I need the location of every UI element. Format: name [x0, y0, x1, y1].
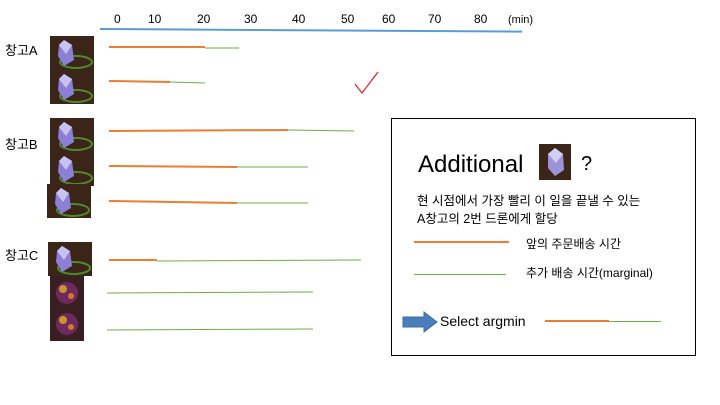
legend-marginal-swatch [414, 274, 506, 275]
axis-tick-30: 30 [244, 12, 258, 26]
axis-tick-0: 0 [114, 12, 121, 26]
legend-desc-line2: A창고의 2번 드론에게 할당 [417, 212, 558, 226]
legend-select-marginal-bar [609, 321, 661, 322]
bar-prior-b1 [108, 129, 289, 132]
legend-title: Additional [418, 151, 524, 178]
legend-prior-label: 앞의 주문배송 시간 [526, 237, 621, 251]
bar-prior-b3 [108, 200, 238, 204]
legend-question-mark: ? [581, 153, 593, 175]
bar-marginal-c3 [106, 328, 314, 331]
axis-tick-10: 10 [148, 12, 162, 26]
drone-orb-icon [50, 307, 84, 341]
drone-crystal-icon [50, 152, 94, 186]
bar-prior-b2 [108, 165, 238, 168]
drone-crystal-icon [47, 184, 91, 218]
drone-crystal-icon [539, 144, 571, 180]
legend-prior-swatch [414, 241, 509, 243]
drone-crystal-icon [50, 70, 94, 104]
axis-tick-60: 60 [382, 12, 396, 26]
checkmark-icon [354, 71, 379, 94]
bar-marginal-c2 [106, 291, 314, 294]
warehouse-label-a: 창고A [5, 43, 38, 58]
legend-desc-line1: 현 시점에서 가장 빨리 이 일을 끝낼 수 있는 [417, 194, 641, 208]
warehouse-label-b: 창고B [5, 137, 38, 152]
arrow-right-icon [402, 311, 438, 333]
axis-tick-20: 20 [197, 12, 211, 26]
bar-marginal-a2 [169, 81, 206, 84]
axis-unit: (min) [508, 14, 534, 26]
warehouse-label-c: 창고C [5, 248, 39, 263]
bar-prior-a2 [108, 80, 171, 83]
drone-crystal-icon [50, 118, 94, 152]
drone-crystal-icon [48, 242, 92, 276]
axis-tick-80: 80 [474, 12, 488, 26]
legend-select-label: Select argmin [440, 313, 526, 329]
axis-tick-50: 50 [341, 12, 355, 26]
legend-select-prior-bar [545, 320, 609, 322]
drone-orb-icon [50, 276, 84, 310]
axis-tick-40: 40 [292, 12, 306, 26]
bar-marginal-b1 [287, 129, 355, 132]
drone-crystal-icon [50, 36, 94, 70]
legend-box: Additional ? 현 시점에서 가장 빨리 이 일을 끝낼 수 있는 A… [391, 118, 696, 356]
legend-marginal-label: 추가 배송 시간(marginal) [526, 266, 653, 280]
bar-marginal-c1 [156, 259, 362, 262]
axis-tick-70: 70 [428, 12, 442, 26]
